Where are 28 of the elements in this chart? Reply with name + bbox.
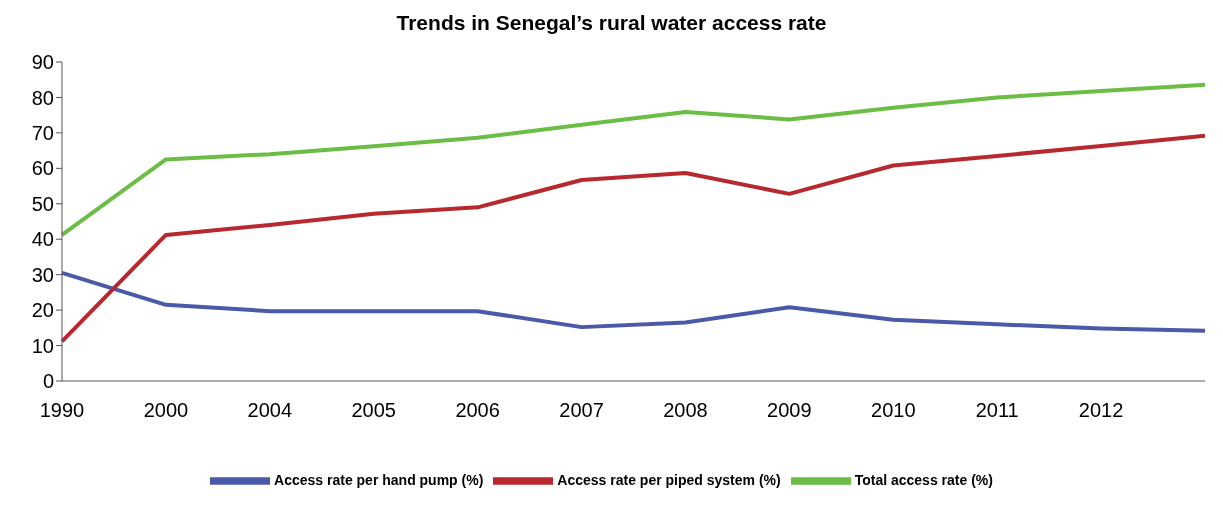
x-tick-label: 2010	[871, 399, 916, 422]
y-tick-label: 10	[31, 334, 54, 357]
line-series	[60, 82, 1207, 237]
x-tick-label: 2007	[559, 399, 604, 422]
x-tick-label: 2004	[247, 399, 293, 422]
x-tick-label: 2008	[663, 399, 708, 422]
y-tick-label: 0	[42, 370, 54, 393]
legend-label: Total access rate (%)	[854, 472, 993, 489]
x-tick-label: 2005	[351, 399, 396, 422]
x-tick-label: 2006	[455, 399, 500, 422]
line-series	[60, 133, 1207, 344]
legend-label: Access rate per piped system (%)	[557, 472, 781, 489]
y-tick-label: 80	[31, 86, 54, 109]
y-tick-label: 50	[31, 192, 54, 215]
y-tick-label: 20	[31, 299, 54, 322]
y-tick-label: 40	[31, 228, 54, 251]
y-tick-label: 30	[31, 263, 54, 286]
chart-title: Trends in Senegal’s rural water access rate	[395, 10, 828, 36]
legend-label: Access rate per hand pump (%)	[274, 472, 484, 489]
y-tick-label: 70	[31, 121, 54, 144]
x-tick-label: 2000	[143, 399, 189, 422]
y-tick-label: 60	[31, 157, 54, 180]
x-tick-label: 2012	[1078, 399, 1124, 422]
x-tick-label: 2011	[975, 399, 1019, 422]
x-tick-label: 2009	[767, 399, 812, 422]
line-series	[60, 270, 1207, 333]
x-tick-label: 1990	[39, 399, 85, 422]
y-tick-label: 90	[31, 51, 54, 74]
